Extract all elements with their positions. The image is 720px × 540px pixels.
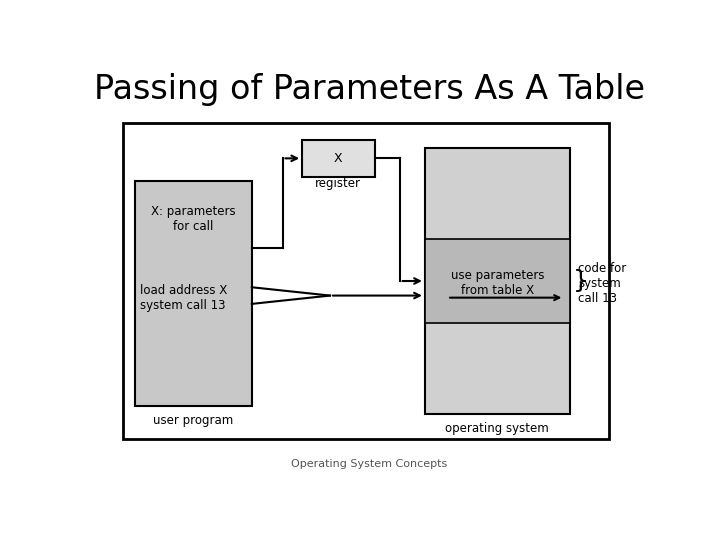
Text: use parameters
from table X: use parameters from table X	[451, 269, 544, 297]
Text: register: register	[315, 177, 361, 190]
Bar	[302, 140, 374, 177]
Text: X: X	[334, 152, 343, 165]
Text: code for
system
call 13: code for system call 13	[578, 261, 626, 305]
Text: Operating System Concepts: Operating System Concepts	[291, 459, 447, 469]
Bar	[425, 239, 570, 322]
Text: operating system: operating system	[446, 422, 549, 435]
Bar	[124, 123, 609, 439]
Text: user program: user program	[153, 414, 233, 427]
Text: X: parameters
for call: X: parameters for call	[151, 205, 235, 233]
Bar	[425, 148, 570, 414]
Bar	[135, 181, 252, 406]
Text: Passing of Parameters As A Table: Passing of Parameters As A Table	[94, 73, 644, 106]
Text: load address X
system call 13: load address X system call 13	[140, 284, 228, 312]
Text: }: }	[572, 269, 589, 293]
